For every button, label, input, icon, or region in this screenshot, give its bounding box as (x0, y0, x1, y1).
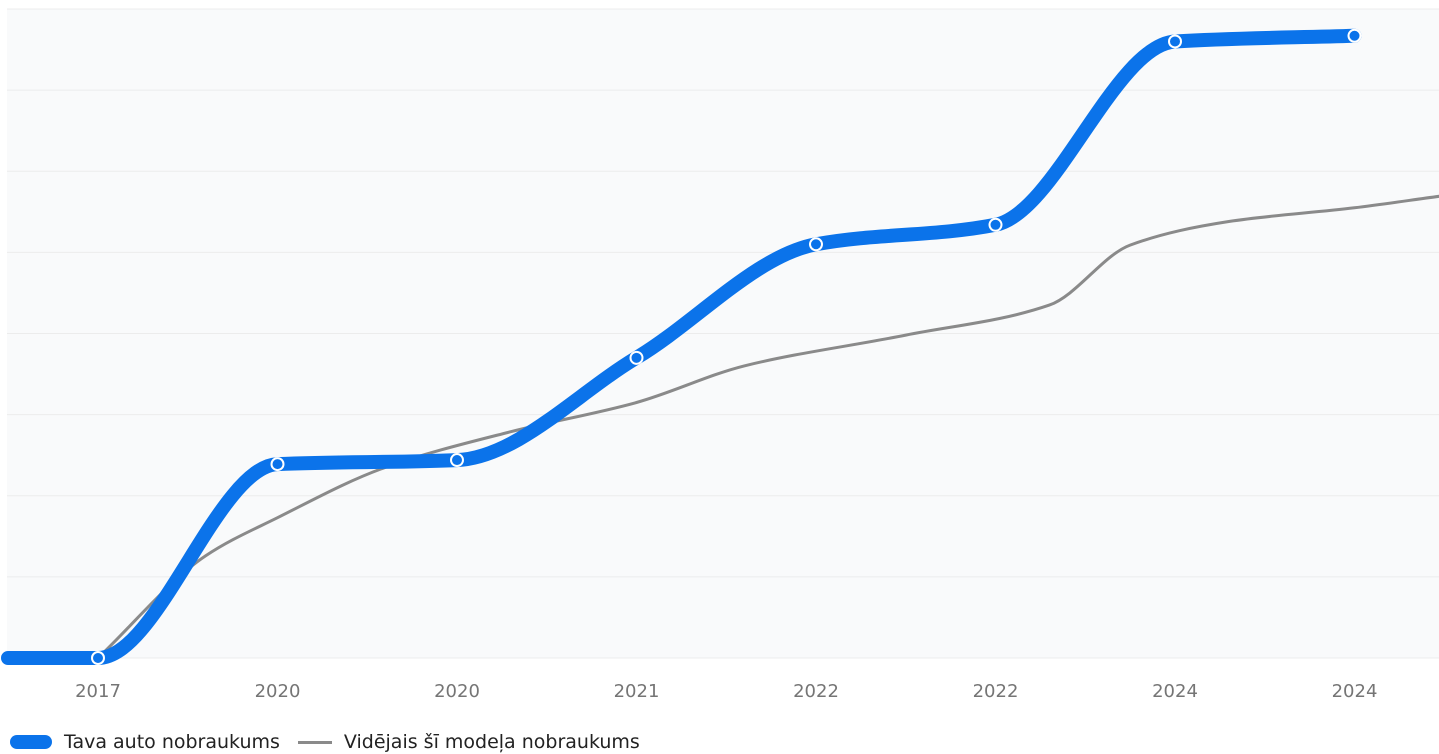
legend: Tava auto nobraukums Vidējais šī modeļa … (10, 730, 658, 754)
legend-swatch-average-mileage (297, 740, 332, 744)
x-tick-label: 2017 (75, 681, 121, 702)
x-tick-label: 2021 (614, 681, 660, 702)
own-series-layer (1, 28, 1362, 666)
legend-label-own-mileage: Tava auto nobraukums (64, 731, 280, 753)
data-point-marker (91, 651, 105, 665)
x-tick-label: 2022 (793, 681, 839, 702)
grid-lines (7, 8, 1439, 659)
data-point-marker (1168, 34, 1182, 49)
data-point-marker (270, 457, 285, 472)
x-axis-ticks: 2017 2020 2020 2021 2022 2022 2024 2024 (75, 681, 1377, 702)
x-tick-label: 2024 (1152, 681, 1198, 702)
data-point-marker (1347, 28, 1362, 43)
own-mileage-line (1, 28, 1362, 666)
x-tick-label: 2022 (973, 681, 1019, 702)
own-series-markers (91, 28, 1362, 665)
x-tick-label: 2024 (1332, 681, 1378, 702)
x-tick-label: 2020 (255, 681, 301, 702)
data-point-marker (629, 350, 644, 365)
legend-label-average-mileage: Vidējais šī modeļa nobraukums (343, 731, 640, 753)
average-series-layer (96, 194, 1439, 660)
x-tick-label: 2020 (434, 681, 480, 702)
data-point-marker (809, 237, 823, 252)
data-point-marker (450, 453, 464, 468)
legend-item-average-mileage[interactable]: Vidējais šī modeļa nobraukums (297, 731, 640, 753)
data-point-marker (988, 217, 1003, 232)
average-mileage-line (96, 194, 1439, 660)
legend-item-own-mileage[interactable]: Tava auto nobraukums (10, 731, 280, 753)
legend-swatch-own-mileage (10, 735, 52, 749)
